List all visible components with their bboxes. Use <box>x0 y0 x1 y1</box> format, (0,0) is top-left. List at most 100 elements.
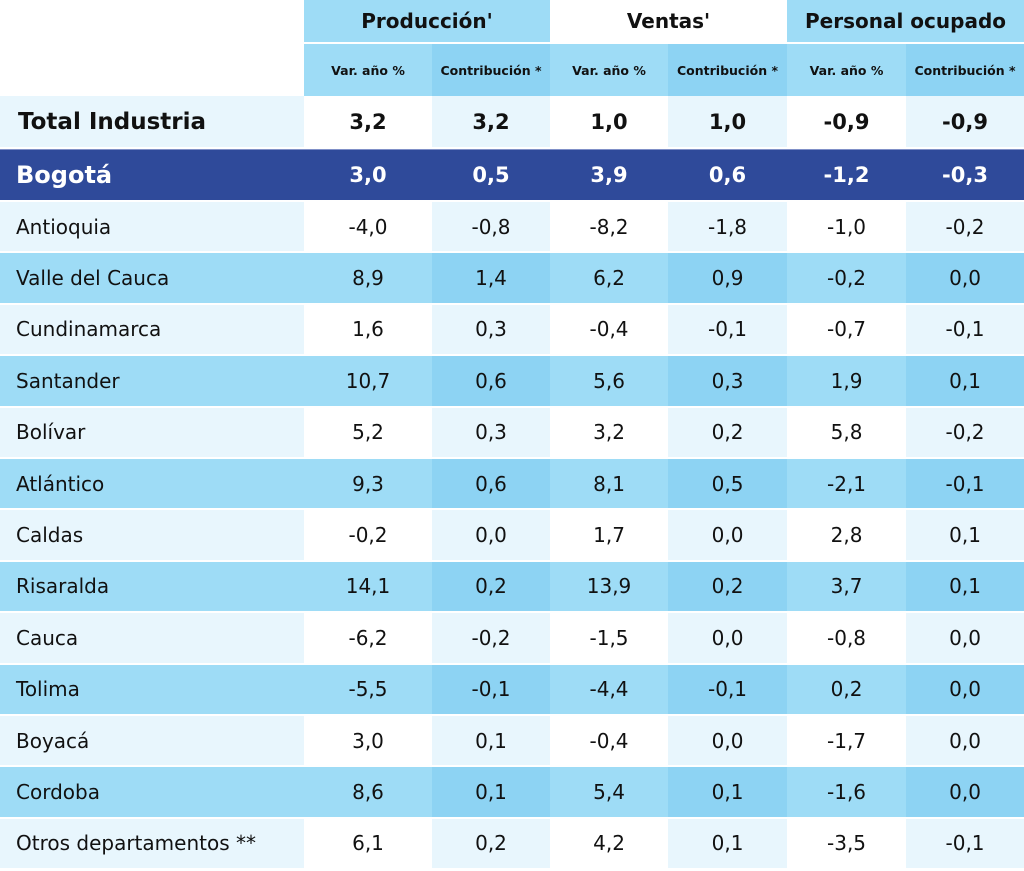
cell-value: -0,3 <box>906 149 1024 202</box>
cell-value: 8,9 <box>304 253 432 305</box>
cell-value: 9,3 <box>304 458 432 511</box>
cell-value: 8,1 <box>550 458 669 511</box>
subheader-var: Var. año % <box>787 44 907 96</box>
cell-value: -8,2 <box>550 202 669 254</box>
row-label: Cundinamarca <box>0 304 304 357</box>
cell-value: -0,2 <box>787 253 907 305</box>
cell-value: 0,9 <box>668 253 788 305</box>
subheader-contribucion: Contribución * <box>432 44 551 96</box>
cell-value: 1,9 <box>787 356 907 408</box>
cell-value: 0,1 <box>668 767 788 819</box>
cell-value: 6,1 <box>304 818 432 871</box>
cell-value: 0,3 <box>668 356 788 408</box>
cell-value: 0,0 <box>906 613 1024 665</box>
cell-value: 0,0 <box>668 715 788 768</box>
cell-value: -4,0 <box>304 202 432 254</box>
cell-value: 3,9 <box>550 149 669 202</box>
group-header-row: Producción' Ventas' Personal ocupado <box>0 0 1024 44</box>
row-label: Antioquia <box>0 202 304 254</box>
cell-value: -0,1 <box>432 664 551 716</box>
cell-value: -1,2 <box>787 149 907 202</box>
table-row: Cundinamarca 1,6 0,3 -0,4 -0,1 -0,7 -0,1 <box>0 304 1024 357</box>
cell-value: -0,1 <box>906 818 1024 871</box>
cell-value: 0,1 <box>906 561 1024 614</box>
cell-value: -5,5 <box>304 664 432 716</box>
cell-value: -6,2 <box>304 613 432 665</box>
row-label: Boyacá <box>0 715 304 768</box>
cell-value: 0,5 <box>668 458 788 511</box>
group-header-personal-ocupado: Personal ocupado <box>787 0 1024 44</box>
cell-value: 14,1 <box>304 561 432 614</box>
cell-value: -0,1 <box>906 458 1024 511</box>
cell-value: -0,9 <box>906 96 1024 149</box>
row-label: Valle del Cauca <box>0 253 304 305</box>
row-label: Cordoba <box>0 767 304 819</box>
cell-value: 1,7 <box>550 510 669 562</box>
cell-value: 0,0 <box>668 613 788 665</box>
cell-value: 0,0 <box>906 715 1024 768</box>
cell-value: -0,7 <box>787 304 907 357</box>
cell-value: -0,2 <box>304 510 432 562</box>
cell-value: 3,0 <box>304 149 432 202</box>
cell-value: 5,2 <box>304 407 432 459</box>
cell-value: 6,2 <box>550 253 669 305</box>
cell-value: 3,7 <box>787 561 907 614</box>
highlight-row: Bogotá 3,0 0,5 3,9 0,6 -1,2 -0,3 <box>0 149 1024 202</box>
cell-value: 0,2 <box>432 561 551 614</box>
cell-value: 0,1 <box>432 767 551 819</box>
cell-value: 0,1 <box>906 356 1024 408</box>
table-row: Risaralda 14,1 0,2 13,9 0,2 3,7 0,1 <box>0 561 1024 614</box>
cell-value: -1,6 <box>787 767 907 819</box>
cell-value: -0,9 <box>787 96 907 149</box>
cell-value: -4,4 <box>550 664 669 716</box>
cell-value: 0,1 <box>906 510 1024 562</box>
cell-value: -0,1 <box>906 304 1024 357</box>
cell-value: 4,2 <box>550 818 669 871</box>
cell-value: -3,5 <box>787 818 907 871</box>
cell-value: 0,6 <box>432 356 551 408</box>
cell-value: 5,4 <box>550 767 669 819</box>
row-label: Bolívar <box>0 407 304 459</box>
cell-value: -0,4 <box>550 304 669 357</box>
cell-value: -0,1 <box>668 304 788 357</box>
cell-value: 2,8 <box>787 510 907 562</box>
row-label: Santander <box>0 356 304 408</box>
table-row: Valle del Cauca 8,9 1,4 6,2 0,9 -0,2 0,0 <box>0 253 1024 305</box>
table-row: Cordoba 8,6 0,1 5,4 0,1 -1,6 0,0 <box>0 767 1024 819</box>
table-row: Caldas -0,2 0,0 1,7 0,0 2,8 0,1 <box>0 510 1024 562</box>
table-row: Tolima -5,5 -0,1 -4,4 -0,1 0,2 0,0 <box>0 664 1024 716</box>
cell-value: 13,9 <box>550 561 669 614</box>
cell-value: 0,1 <box>432 715 551 768</box>
subheader-contribucion: Contribución * <box>668 44 788 96</box>
corner-cell <box>0 0 304 44</box>
table-row: Santander 10,7 0,6 5,6 0,3 1,9 0,1 <box>0 356 1024 408</box>
row-label: Bogotá <box>0 149 304 202</box>
cell-value: 0,0 <box>432 510 551 562</box>
row-label: Caldas <box>0 510 304 562</box>
cell-value: -0,2 <box>906 407 1024 459</box>
cell-value: 1,0 <box>550 96 669 149</box>
cell-value: 0,2 <box>787 664 907 716</box>
cell-value: 0,1 <box>668 818 788 871</box>
table-row: Cauca -6,2 -0,2 -1,5 0,0 -0,8 0,0 <box>0 613 1024 665</box>
group-header-ventas: Ventas' <box>550 0 788 44</box>
cell-value: 1,4 <box>432 253 551 305</box>
cell-value: -1,5 <box>550 613 669 665</box>
subheader-contribucion: Contribución * <box>906 44 1024 96</box>
table-row: Bolívar 5,2 0,3 3,2 0,2 5,8 -0,2 <box>0 407 1024 459</box>
table-row: Otros departamentos ** 6,1 0,2 4,2 0,1 -3,5 -0… <box>0 818 1024 871</box>
cell-value: -0,2 <box>432 613 551 665</box>
subheader-var: Var. año % <box>550 44 669 96</box>
table-row: Atlántico 9,3 0,6 8,1 0,5 -2,1 -0,1 <box>0 458 1024 511</box>
group-header-produccion: Producción' <box>304 0 551 44</box>
cell-value: 0,6 <box>432 458 551 511</box>
cell-value: -2,1 <box>787 458 907 511</box>
cell-value: 0,0 <box>906 253 1024 305</box>
cell-value: -0,4 <box>550 715 669 768</box>
cell-value: 3,2 <box>304 96 432 149</box>
cell-value: 1,0 <box>668 96 788 149</box>
row-label: Tolima <box>0 664 304 716</box>
cell-value: 0,6 <box>668 149 788 202</box>
cell-value: 0,0 <box>906 767 1024 819</box>
